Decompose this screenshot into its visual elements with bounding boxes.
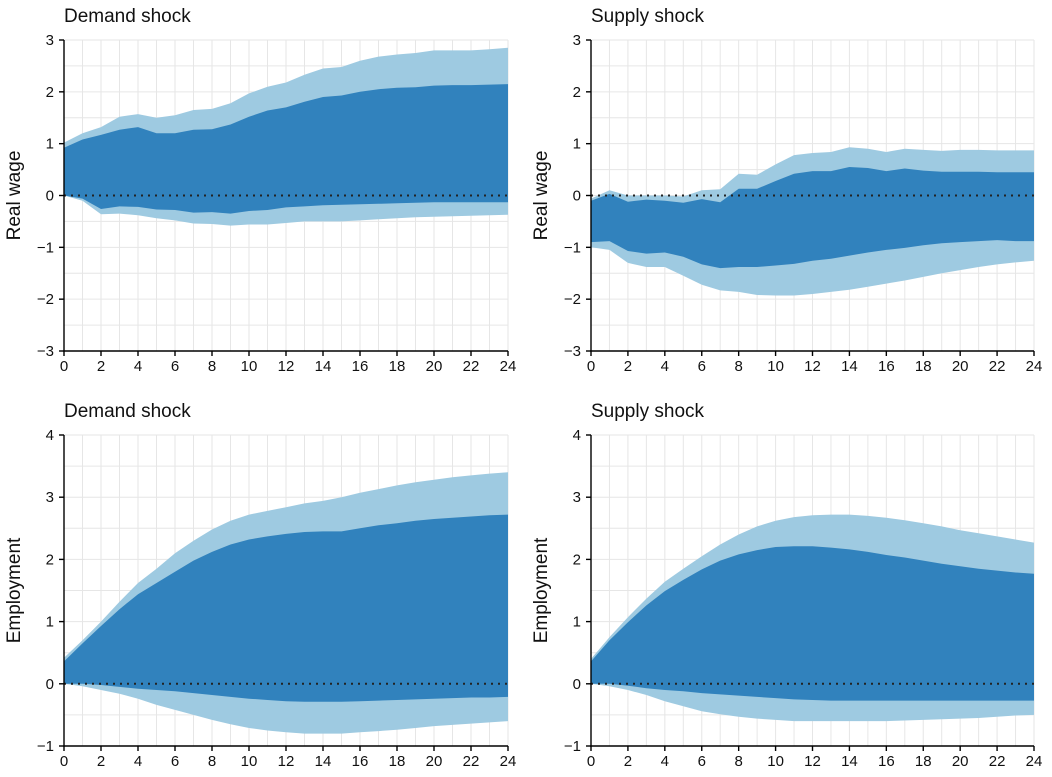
x-tick-label: 12	[804, 753, 821, 770]
y-tick-label: 3	[573, 489, 581, 506]
inner-credible-band	[591, 546, 1034, 701]
x-tick-label: 10	[241, 358, 258, 375]
x-tick-label: 0	[587, 753, 595, 770]
x-tick-label: 0	[587, 358, 595, 375]
x-tick-label: 4	[134, 753, 142, 770]
y-tick-label: 2	[46, 551, 54, 568]
x-tick-label: 20	[952, 358, 969, 375]
x-tick-label: 24	[500, 358, 517, 375]
x-tick-label: 16	[878, 358, 895, 375]
x-tick-label: 20	[426, 358, 443, 375]
x-tick-label: 6	[171, 753, 179, 770]
y-tick-label: −1	[564, 239, 581, 256]
y-tick-label: −3	[37, 343, 54, 360]
y-tick-label: 2	[573, 551, 581, 568]
x-tick-label: 4	[661, 753, 669, 770]
x-tick-label: 12	[804, 358, 821, 375]
x-tick-label: 0	[60, 753, 68, 770]
x-tick-label: 18	[389, 753, 406, 770]
x-tick-label: 16	[352, 753, 369, 770]
y-axis-label: Employment	[4, 537, 25, 643]
y-tick-label: −2	[564, 291, 581, 308]
y-tick-label: 3	[46, 32, 54, 49]
y-tick-label: 0	[573, 188, 581, 205]
x-tick-label: 10	[767, 358, 784, 375]
x-tick-label: 4	[661, 358, 669, 375]
inner-credible-band	[591, 167, 1034, 269]
x-tick-label: 0	[60, 358, 68, 375]
x-tick-label: 12	[278, 358, 295, 375]
x-tick-label: 10	[241, 753, 258, 770]
x-tick-label: 24	[1026, 753, 1043, 770]
x-tick-label: 6	[171, 358, 179, 375]
inner-credible-band	[64, 84, 508, 214]
y-axis-label: Real wage	[4, 151, 25, 241]
y-tick-label: 0	[573, 676, 581, 693]
y-axis-label: Employment	[531, 537, 552, 643]
x-tick-label: 22	[989, 358, 1006, 375]
x-tick-label: 18	[915, 358, 932, 375]
x-tick-label: 4	[134, 358, 142, 375]
x-tick-label: 14	[315, 753, 332, 770]
y-tick-label: −1	[37, 738, 54, 755]
panel-title: Supply shock	[591, 6, 705, 27]
x-tick-label: 2	[97, 753, 105, 770]
y-tick-label: 1	[46, 136, 54, 153]
panel-title: Demand shock	[64, 6, 191, 27]
y-tick-label: 1	[573, 614, 581, 631]
x-tick-label: 24	[1026, 358, 1043, 375]
x-tick-label: 22	[463, 753, 480, 770]
x-tick-label: 14	[841, 358, 858, 375]
x-tick-label: 8	[208, 753, 216, 770]
x-tick-label: 6	[698, 753, 706, 770]
x-tick-label: 18	[915, 753, 932, 770]
y-tick-label: 0	[46, 676, 54, 693]
x-tick-label: 14	[841, 753, 858, 770]
x-tick-label: 2	[624, 753, 632, 770]
x-tick-label: 10	[767, 753, 784, 770]
x-tick-label: 2	[97, 358, 105, 375]
panel-title: Demand shock	[64, 401, 191, 422]
y-tick-label: 1	[573, 136, 581, 153]
y-tick-label: −1	[564, 738, 581, 755]
y-tick-label: 4	[573, 427, 581, 444]
x-tick-label: 14	[315, 358, 332, 375]
x-tick-label: 6	[698, 358, 706, 375]
x-tick-label: 22	[463, 358, 480, 375]
y-tick-label: 0	[46, 188, 54, 205]
y-tick-label: −1	[37, 239, 54, 256]
x-tick-label: 18	[389, 358, 406, 375]
x-tick-label: 16	[352, 358, 369, 375]
y-tick-label: 4	[46, 427, 54, 444]
y-tick-label: 1	[46, 614, 54, 631]
x-tick-label: 22	[989, 753, 1006, 770]
panel-title: Supply shock	[591, 401, 705, 422]
x-tick-label: 8	[734, 358, 742, 375]
x-tick-label: 20	[952, 753, 969, 770]
y-tick-label: 2	[46, 84, 54, 101]
x-tick-label: 24	[500, 753, 517, 770]
x-tick-label: 2	[624, 358, 632, 375]
x-tick-label: 8	[734, 753, 742, 770]
y-tick-label: 2	[573, 84, 581, 101]
x-tick-label: 16	[878, 753, 895, 770]
y-tick-label: −3	[564, 343, 581, 360]
x-tick-label: 8	[208, 358, 216, 375]
inner-credible-band	[64, 514, 508, 702]
y-tick-label: 3	[573, 32, 581, 49]
y-tick-label: −2	[37, 291, 54, 308]
x-tick-label: 12	[278, 753, 295, 770]
x-tick-label: 20	[426, 753, 443, 770]
y-axis-label: Real wage	[531, 151, 552, 241]
y-tick-label: 3	[46, 489, 54, 506]
